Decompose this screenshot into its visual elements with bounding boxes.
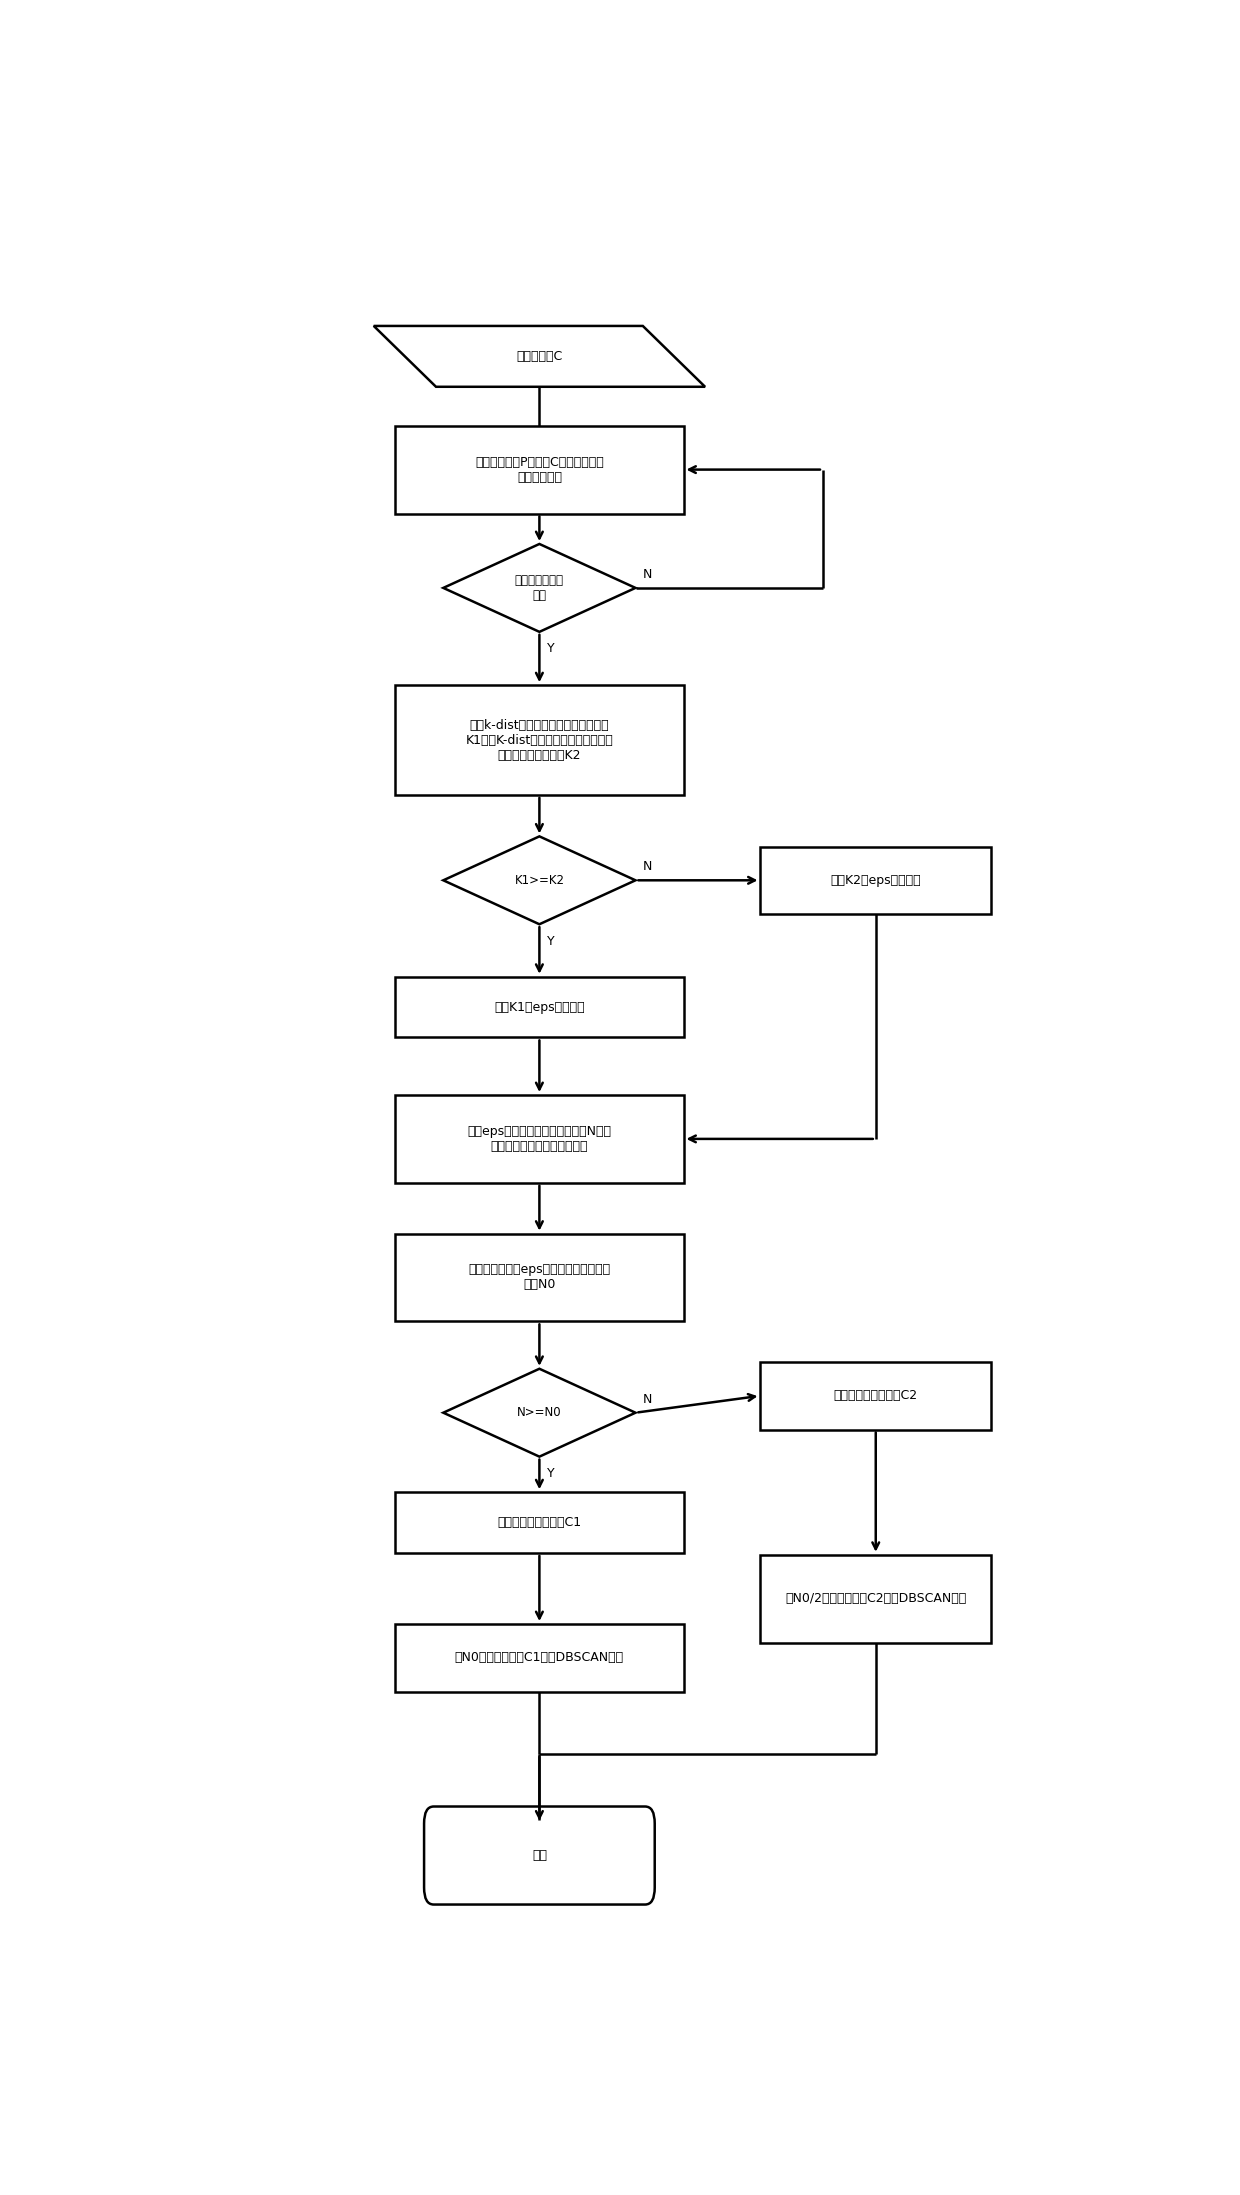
FancyBboxPatch shape <box>424 1806 655 1905</box>
Text: N: N <box>644 569 652 582</box>
Text: Y: Y <box>547 1466 554 1479</box>
Text: Y: Y <box>547 935 554 948</box>
Text: Y: Y <box>547 643 554 656</box>
Text: 以N0/2为密度阈值对C2进行DBSCAN聚类: 以N0/2为密度阈值对C2进行DBSCAN聚类 <box>785 1591 966 1605</box>
Text: 设置K1为eps邻域数值: 设置K1为eps邻域数值 <box>494 1001 585 1014</box>
Polygon shape <box>444 836 635 924</box>
FancyBboxPatch shape <box>396 1493 683 1554</box>
Text: 绘制k-dist曲线，寻找图像拐点纵坐标
K1，对K-dist的分布进行拟合，计算拟
合函数极值点横坐标K2: 绘制k-dist曲线，寻找图像拐点纵坐标 K1，对K-dist的分布进行拟合，计… <box>465 718 614 762</box>
Text: 以N0为密度阈值对C1进行DBSCAN聚类: 以N0为密度阈值对C1进行DBSCAN聚类 <box>455 1651 624 1664</box>
Text: K1>=K2: K1>=K2 <box>515 874 564 887</box>
FancyBboxPatch shape <box>760 1361 991 1429</box>
Text: N: N <box>644 1392 652 1405</box>
Text: 计算所有数据点eps邻域内数据点个数的
均值N0: 计算所有数据点eps邻域内数据点个数的 均值N0 <box>469 1264 610 1291</box>
Text: 输入数据集C: 输入数据集C <box>516 349 563 362</box>
Polygon shape <box>373 325 706 386</box>
FancyBboxPatch shape <box>760 847 991 913</box>
FancyBboxPatch shape <box>760 1554 991 1642</box>
Text: 所有数据点计算
完毕: 所有数据点计算 完毕 <box>515 573 564 601</box>
FancyBboxPatch shape <box>396 1095 683 1183</box>
Text: 设置K2为eps邻域数值: 设置K2为eps邻域数值 <box>831 874 921 887</box>
FancyBboxPatch shape <box>396 426 683 514</box>
Polygon shape <box>444 544 635 632</box>
FancyBboxPatch shape <box>396 685 683 795</box>
Text: 计算eps邻域内各个数据点的个数N，并
按照数据点由多到少进行排序: 计算eps邻域内各个数据点的个数N，并 按照数据点由多到少进行排序 <box>467 1124 611 1152</box>
Text: N>=N0: N>=N0 <box>517 1407 562 1420</box>
Text: 结束: 结束 <box>532 1848 547 1861</box>
FancyBboxPatch shape <box>396 1624 683 1692</box>
Text: N: N <box>644 860 652 874</box>
FancyBboxPatch shape <box>396 1234 683 1321</box>
Text: 将数据点存入数据集C1: 将数据点存入数据集C1 <box>497 1517 582 1530</box>
FancyBboxPatch shape <box>396 977 683 1038</box>
Polygon shape <box>444 1370 635 1457</box>
Text: 选择未访问点P，计算C内其他数据点
到该点的距离: 选择未访问点P，计算C内其他数据点 到该点的距离 <box>475 457 604 483</box>
Text: 将数据点存入数据集C2: 将数据点存入数据集C2 <box>833 1389 918 1403</box>
